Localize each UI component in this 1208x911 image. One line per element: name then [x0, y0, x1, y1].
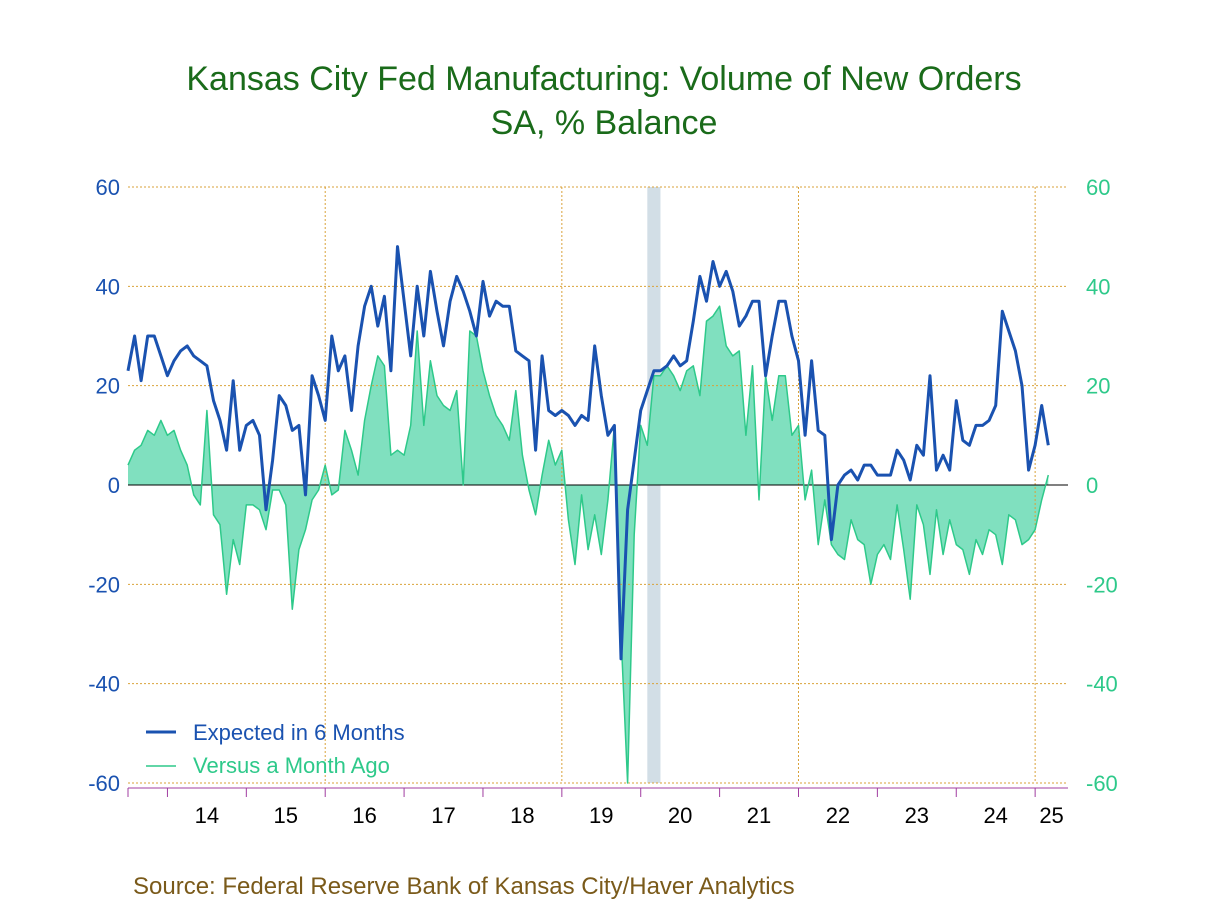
series-line-layer [126, 245, 1050, 784]
x-tick-label: 20 [668, 803, 692, 828]
series-expected-line [126, 245, 1050, 661]
legend: Expected in 6 Months Versus a Month Ago [146, 720, 405, 778]
x-tick-label: 22 [826, 803, 850, 828]
right-y-tick-label: -60 [1086, 771, 1118, 796]
right-y-tick-label: 60 [1086, 175, 1110, 200]
right-y-tick-label: 0 [1086, 473, 1098, 498]
x-tick-label: 18 [510, 803, 534, 828]
x-tick-labels: 14 15 16 17 18 19 20 21 22 23 24 25 [195, 803, 1064, 828]
left-y-tick-labels: 60 40 20 0 -20 -40 -60 [88, 175, 120, 796]
x-tick-label: 23 [905, 803, 929, 828]
chart-title: Kansas City Fed Manufacturing: Volume of… [186, 60, 1021, 98]
right-y-tick-label: -40 [1086, 672, 1118, 697]
left-y-tick-label: 20 [96, 374, 120, 399]
right-y-tick-label: -20 [1086, 572, 1118, 597]
right-y-tick-label: 40 [1086, 274, 1110, 299]
x-tick-label: 24 [983, 803, 1007, 828]
x-tick-label: 19 [589, 803, 613, 828]
x-tick-label: 15 [274, 803, 298, 828]
left-y-tick-label: 0 [108, 473, 120, 498]
right-y-tick-label: 20 [1086, 374, 1110, 399]
x-tick-label: 14 [195, 803, 219, 828]
legend-label-month-ago: Versus a Month Ago [193, 753, 390, 778]
left-y-tick-label: 40 [96, 274, 120, 299]
x-tick-label: 21 [747, 803, 771, 828]
chart-subtitle: SA, % Balance [491, 104, 718, 142]
right-y-tick-labels: 60 40 20 0 -20 -40 -60 [1086, 175, 1118, 796]
axis-layer [127, 787, 1068, 797]
left-y-tick-label: -20 [88, 572, 120, 597]
x-tick-label: 25 [1039, 803, 1063, 828]
legend-label-expected: Expected in 6 Months [193, 720, 405, 745]
left-y-tick-label: -60 [88, 771, 120, 796]
x-tick-label: 17 [431, 803, 455, 828]
left-y-tick-label: -40 [88, 672, 120, 697]
x-tick-label: 16 [352, 803, 376, 828]
source-note: Source: Federal Reserve Bank of Kansas C… [133, 873, 795, 900]
series-month-ago-line [127, 305, 1050, 784]
left-y-tick-label: 60 [96, 175, 120, 200]
